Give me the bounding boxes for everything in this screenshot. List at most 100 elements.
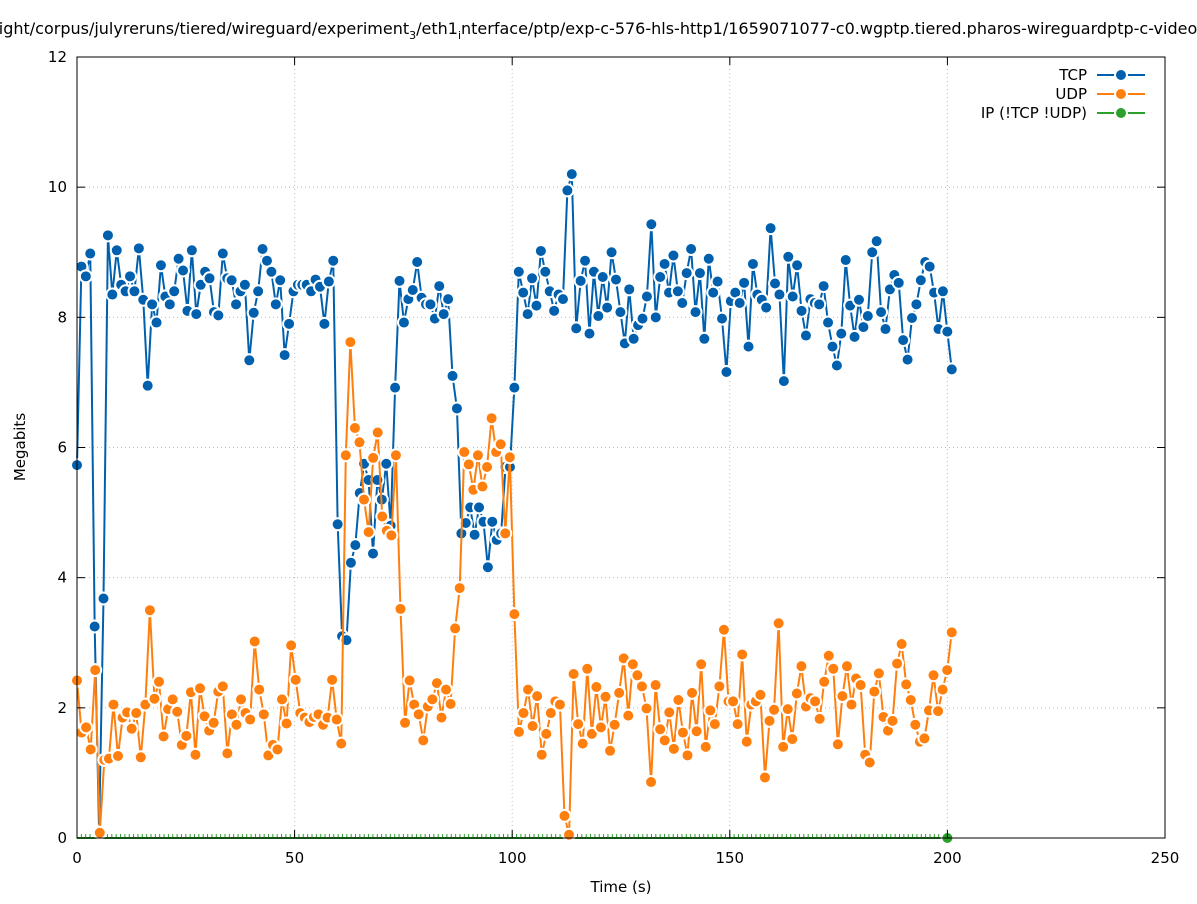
data-point <box>439 682 454 697</box>
data-point <box>467 527 482 542</box>
data-point <box>578 253 593 268</box>
data-point <box>899 677 914 692</box>
data-point <box>662 705 677 720</box>
data-point <box>273 273 288 288</box>
data-point <box>867 684 882 699</box>
data-point <box>670 284 685 299</box>
data-point <box>220 746 235 761</box>
data-point <box>145 297 160 312</box>
data-point <box>326 253 341 268</box>
data-point <box>229 717 244 732</box>
data-point <box>147 691 162 706</box>
series-udp <box>70 335 959 842</box>
data-point <box>475 479 490 494</box>
data-point <box>593 720 608 735</box>
data-point <box>78 269 93 284</box>
data-point <box>701 251 716 266</box>
data-point <box>789 686 804 701</box>
axis-ticks: 0 50 100 150 200 250 0 2 4 6 8 10 12 <box>48 48 1179 867</box>
data-point <box>862 755 877 770</box>
data-point <box>931 704 946 719</box>
data-point <box>607 717 622 732</box>
data-point <box>908 717 923 732</box>
data-point <box>410 255 425 270</box>
data-point <box>152 674 167 689</box>
data-point <box>429 676 444 691</box>
data-point <box>179 728 194 743</box>
data-point <box>79 720 94 735</box>
data-point <box>246 305 261 320</box>
data-point <box>162 297 177 312</box>
data-point <box>816 279 831 294</box>
data-point <box>229 297 244 312</box>
data-point <box>726 694 741 709</box>
data-point <box>111 748 126 763</box>
data-point <box>502 450 517 465</box>
data-point <box>247 634 262 649</box>
data-point <box>741 339 756 354</box>
data-point <box>370 425 385 440</box>
data-point <box>675 725 690 740</box>
data-point <box>452 581 467 596</box>
data-point <box>874 305 889 320</box>
data-point <box>384 528 399 543</box>
data-point <box>484 411 499 426</box>
legend-label: UDP <box>1055 85 1087 103</box>
data-point <box>557 808 572 823</box>
data-point <box>555 292 570 307</box>
data-point <box>944 362 959 377</box>
data-point <box>753 687 768 702</box>
data-point <box>393 601 408 616</box>
data-point <box>825 339 840 354</box>
data-point <box>871 666 886 681</box>
data-point <box>105 287 120 302</box>
data-point <box>909 297 924 312</box>
data-point <box>357 492 372 507</box>
chart-title: ight/corpus/julyreruns/tiered/wireguard/… <box>0 19 1197 42</box>
data-point <box>812 711 827 726</box>
data-point <box>457 445 472 460</box>
data-point <box>935 682 950 697</box>
data-point <box>703 703 718 718</box>
x-tick-label: 50 <box>285 849 304 867</box>
data-point <box>835 689 850 704</box>
data-point <box>878 322 893 337</box>
data-point <box>571 717 586 732</box>
data-point <box>776 739 791 754</box>
data-point <box>582 326 597 341</box>
data-point <box>626 331 641 346</box>
data-point <box>264 264 279 279</box>
data-point <box>679 266 694 281</box>
y-tick-label: 6 <box>57 439 67 457</box>
data-point <box>538 264 553 279</box>
data-point <box>153 258 168 273</box>
data-point <box>913 273 928 288</box>
data-point <box>763 221 778 236</box>
data-point <box>398 715 413 730</box>
data-point <box>812 297 827 312</box>
data-point <box>671 693 686 708</box>
legend-marker <box>1114 68 1128 82</box>
data-point <box>405 282 420 297</box>
data-point <box>530 689 545 704</box>
data-point <box>411 707 426 722</box>
data-point <box>644 775 659 790</box>
data-point <box>785 289 800 304</box>
series-tcp <box>70 167 959 839</box>
data-point <box>402 673 417 688</box>
data-point <box>521 682 536 697</box>
data-point <box>844 697 859 712</box>
data-point <box>330 517 345 532</box>
data-point <box>710 274 725 289</box>
legend-marker <box>1114 106 1128 120</box>
data-point <box>470 448 485 463</box>
data-point <box>564 167 579 182</box>
data-point <box>851 292 866 307</box>
data-point <box>109 243 124 258</box>
data-point <box>256 707 271 722</box>
data-point <box>279 716 294 731</box>
data-point <box>251 284 266 299</box>
data-point <box>922 259 937 274</box>
data-point <box>826 661 841 676</box>
data-point <box>461 457 476 472</box>
